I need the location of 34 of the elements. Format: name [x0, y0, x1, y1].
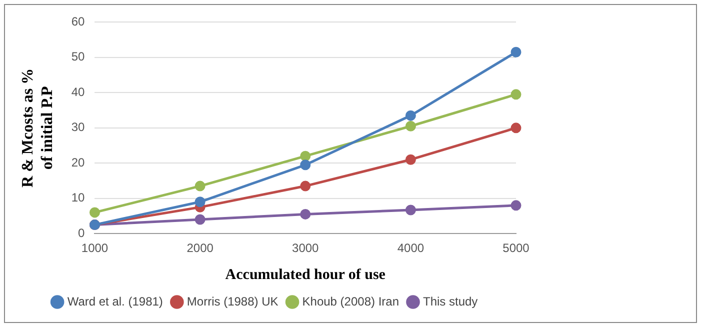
point — [510, 200, 522, 211]
y-tick-label: 60 — [71, 14, 86, 29]
y-tick-label: 20 — [71, 155, 86, 170]
point — [405, 120, 416, 132]
point — [300, 208, 311, 220]
x-tick-label: 4000 — [397, 241, 424, 256]
point — [510, 89, 522, 100]
y-tick-label: 50 — [71, 50, 86, 64]
legend-label: This study — [423, 294, 478, 308]
legend-label: Ward et al. (1981) — [67, 294, 163, 308]
y-tick-label: 40 — [71, 84, 86, 99]
legend-label: Morris (1988) UK — [186, 294, 278, 308]
x-tick-label: 1000 — [81, 241, 108, 256]
point — [510, 122, 522, 134]
x-tick-label: 3000 — [292, 241, 320, 256]
point — [405, 154, 416, 165]
x-tick-label: 2000 — [186, 241, 214, 256]
point — [405, 204, 416, 216]
y-axis-title: R & Mcosts as % of initial P.P — [20, 68, 56, 188]
point — [90, 207, 100, 218]
point — [300, 160, 311, 170]
point — [194, 196, 206, 208]
legend-label: Khoub (2008) Iran — [302, 294, 399, 308]
point — [405, 110, 416, 121]
x-tick-label: 5000 — [502, 241, 530, 256]
y-tick-label: 30 — [71, 120, 86, 134]
y-tick-label: 10 — [71, 190, 86, 205]
y-tick-label: 0 — [78, 226, 86, 240]
point — [300, 180, 311, 192]
x-axis-title: Accumulated hour of use — [225, 266, 386, 283]
point — [510, 46, 522, 58]
point — [194, 214, 206, 225]
point — [194, 180, 206, 192]
point — [300, 150, 311, 162]
